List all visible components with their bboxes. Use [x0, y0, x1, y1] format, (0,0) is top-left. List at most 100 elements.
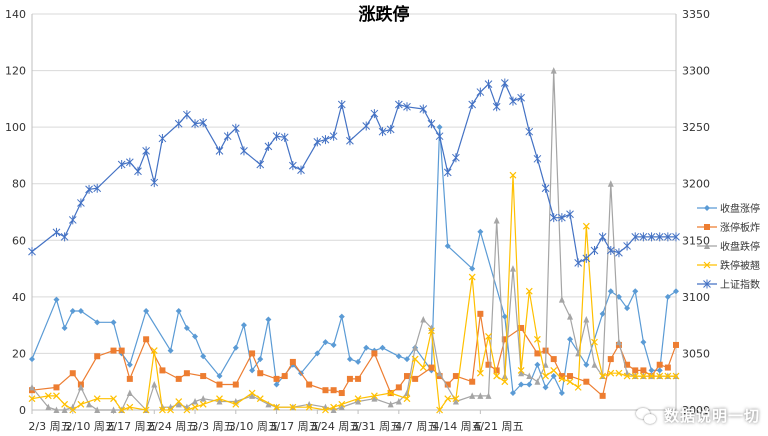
data-point [558, 373, 565, 380]
data-point [248, 389, 256, 397]
data-point [337, 100, 346, 110]
data-point [387, 389, 395, 397]
data-point [615, 248, 623, 258]
data-point [354, 395, 362, 403]
data-point [264, 141, 273, 151]
data-point [240, 322, 247, 329]
data-point [322, 406, 329, 414]
data-point [582, 222, 590, 230]
data-point [549, 213, 558, 223]
legend-marker [704, 205, 710, 211]
data-point [370, 392, 378, 400]
right-axis-ticks: 3000 3050 3100 3150 3200 3250 3300 3350 [682, 8, 710, 417]
data-point [599, 372, 607, 380]
left-tick-label: 0 [19, 404, 26, 417]
data-point [53, 384, 60, 391]
series-1 [29, 124, 679, 397]
legend-item: 收盘涨停 [697, 202, 760, 215]
data-point [273, 381, 280, 388]
data-point [175, 308, 182, 314]
left-tick-label: 120 [5, 65, 26, 78]
data-point [550, 356, 557, 363]
data-point [648, 367, 655, 374]
data-point [143, 308, 150, 314]
data-point [395, 384, 402, 391]
data-point [436, 369, 443, 377]
data-point [452, 398, 459, 405]
data-point [624, 361, 631, 368]
data-point [355, 375, 362, 382]
series-2 [29, 310, 679, 399]
data-point [314, 350, 321, 357]
data-point [69, 308, 76, 314]
chart-title: 涨跌停 [359, 4, 410, 25]
data-point [256, 159, 265, 169]
data-point [526, 372, 533, 380]
data-point [362, 121, 371, 131]
data-point [159, 406, 166, 414]
data-point [501, 313, 508, 320]
data-point [200, 395, 207, 402]
data-point [143, 336, 150, 343]
data-point [322, 387, 329, 394]
data-point [216, 381, 223, 388]
data-point [607, 180, 614, 187]
data-point [386, 124, 395, 134]
data-point [94, 406, 101, 413]
data-point [183, 110, 191, 120]
data-point [110, 347, 117, 354]
data-point [240, 146, 248, 156]
data-point [53, 296, 60, 303]
data-point [338, 390, 345, 397]
data-point [567, 313, 574, 320]
data-point [77, 383, 84, 391]
data-point [436, 406, 444, 414]
data-point [567, 336, 574, 343]
right-tick-label: 3100 [682, 291, 710, 304]
legend-item: 收盘跌停 [697, 240, 760, 253]
data-point [280, 132, 289, 142]
data-point [412, 375, 419, 382]
right-tick-label: 3350 [682, 8, 710, 21]
legend-label: 上证指数 [720, 278, 760, 291]
data-point [468, 273, 476, 281]
data-point [232, 381, 239, 388]
right-tick-label: 3300 [682, 65, 710, 78]
x-tick-label: 3/10 周五 [229, 420, 279, 433]
data-point [492, 102, 501, 112]
data-point [606, 245, 615, 255]
data-point [640, 367, 647, 374]
left-axis-ticks: 0 20 40 60 80 100 120 140 [5, 8, 26, 417]
data-point [134, 166, 142, 176]
data-point [484, 79, 493, 89]
x-tick-label: 3/3 周五 [191, 420, 234, 433]
data-point [28, 247, 36, 257]
data-point [330, 403, 338, 411]
data-point [118, 347, 125, 354]
data-point [403, 102, 411, 112]
data-point [468, 100, 477, 110]
data-point [664, 364, 671, 371]
data-point [673, 341, 679, 348]
data-point [355, 358, 362, 365]
data-point [420, 315, 427, 323]
data-point [110, 406, 117, 413]
data-point [223, 131, 232, 141]
legend-marker [703, 279, 711, 289]
x-tick-label: 3/24 周五 [310, 420, 360, 433]
data-point [370, 109, 379, 119]
data-point [583, 361, 590, 368]
data-point [632, 367, 639, 374]
data-point [534, 350, 541, 357]
data-point [477, 392, 484, 399]
legend-label: 跌停被翘 [720, 259, 760, 272]
data-point [518, 381, 525, 388]
data-point [192, 398, 199, 405]
data-point [371, 395, 378, 402]
data-point [167, 347, 174, 354]
data-point [501, 378, 509, 386]
data-point [485, 361, 492, 368]
data-point [500, 78, 509, 88]
data-point [61, 324, 68, 331]
data-point [175, 398, 183, 405]
